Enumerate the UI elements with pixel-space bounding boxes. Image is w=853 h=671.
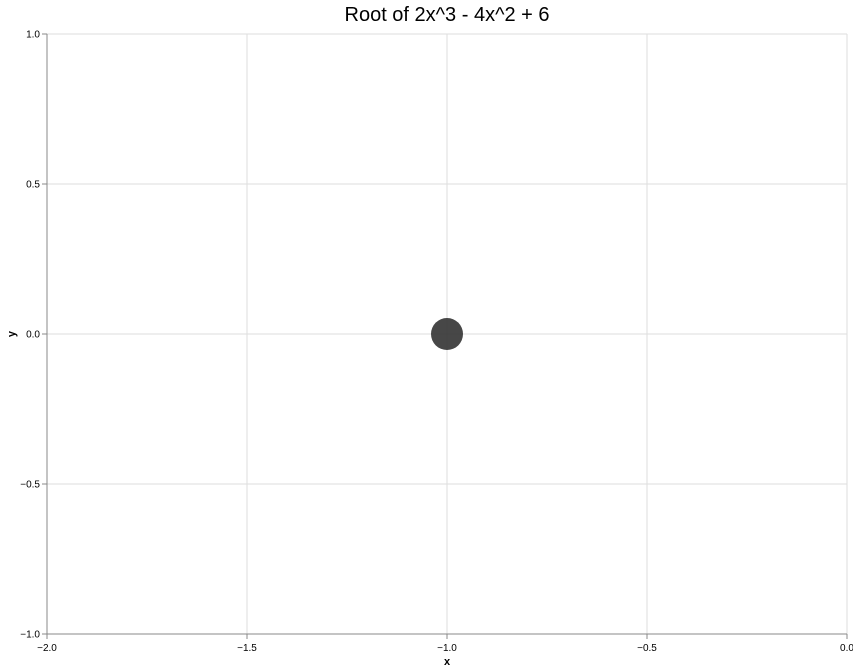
y-axis-label: y — [6, 330, 18, 337]
y-axis-ticks: −1.0 −0.5 0.0 0.5 1.0 — [20, 30, 47, 641]
chart-title: Root of 2x^3 - 4x^2 + 6 — [345, 4, 550, 26]
data-points — [431, 318, 463, 350]
y-tick-label: −1.0 — [20, 630, 40, 641]
root-point — [431, 318, 463, 350]
y-tick-label: 0.5 — [26, 180, 40, 191]
y-tick-label: −0.5 — [20, 480, 40, 491]
x-tick-label: 0.0 — [840, 643, 853, 654]
x-tick-label: −1.5 — [237, 643, 257, 654]
y-tick-label: 0.0 — [26, 330, 40, 341]
x-axis-ticks: −2.0 −1.5 −1.0 −0.5 0.0 — [37, 634, 853, 654]
x-tick-label: −0.5 — [637, 643, 657, 654]
x-axis-label: x — [444, 656, 451, 668]
y-tick-label: 1.0 — [26, 30, 40, 41]
x-tick-label: −1.0 — [437, 643, 457, 654]
x-tick-label: −2.0 — [37, 643, 57, 654]
